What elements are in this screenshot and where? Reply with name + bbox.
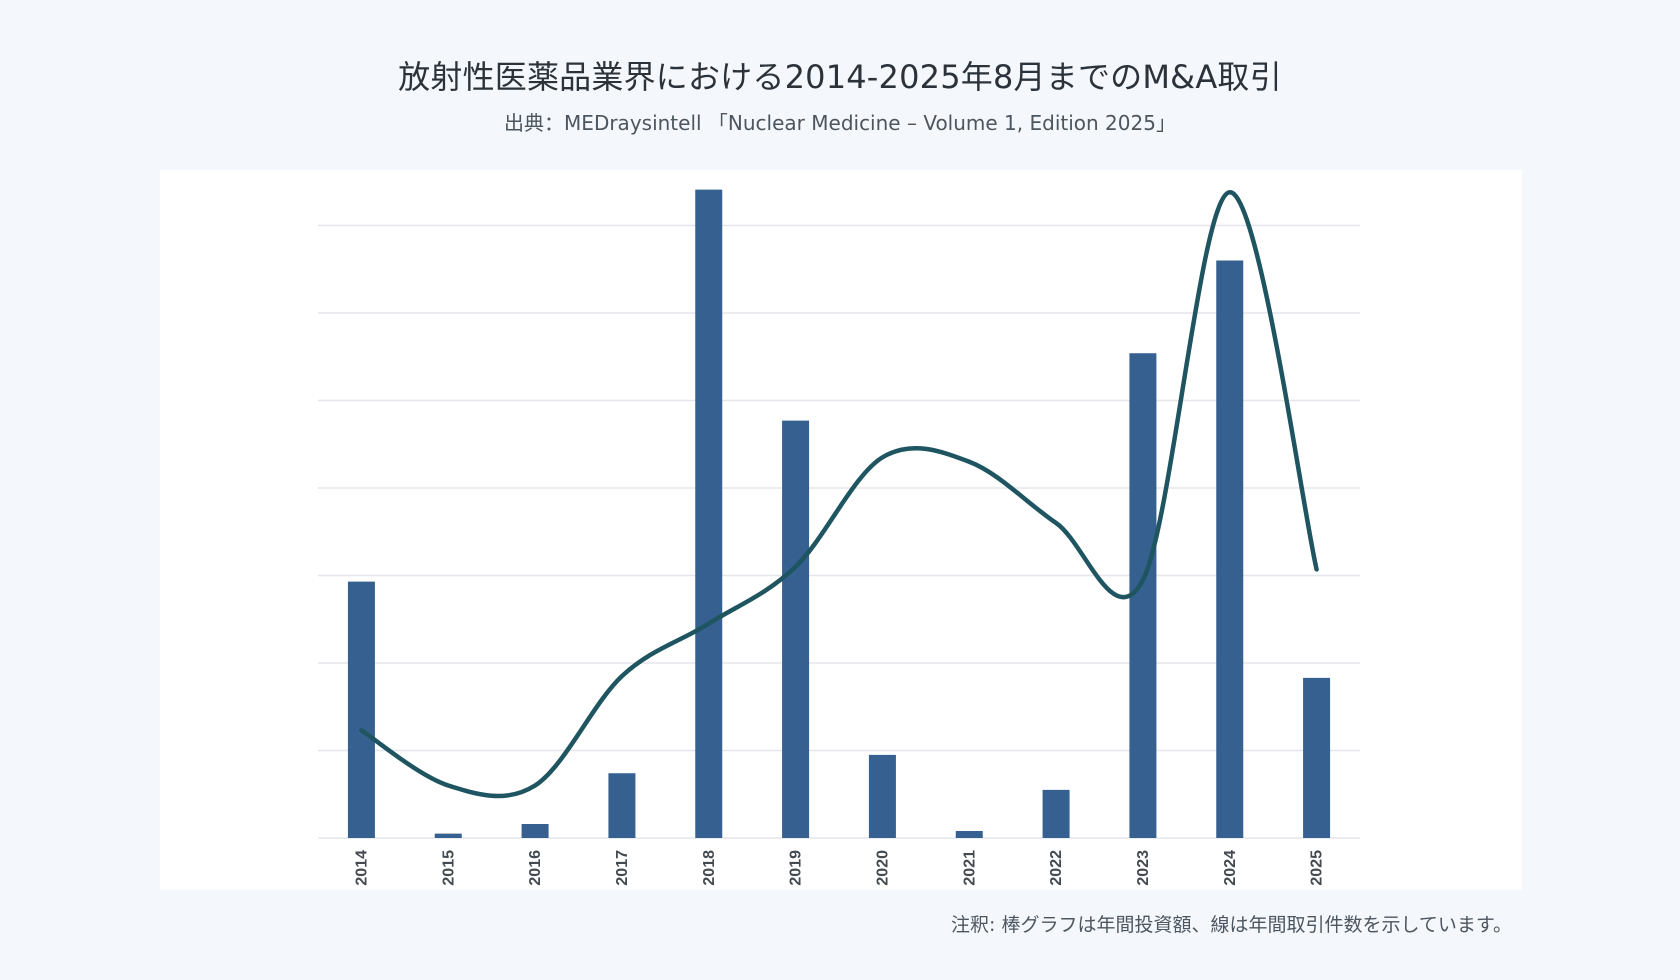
bar-2014: [347, 581, 375, 838]
x-tick-label: 2014: [353, 850, 370, 886]
x-tick-label: 2025: [1309, 850, 1326, 886]
x-tick-label: 2023: [1135, 850, 1152, 886]
line-layer: [359, 189, 1319, 799]
x-axis-tick-labels: 2014 2015 2016 2017 2018 2019 2020 2021 2022 2023…: [353, 850, 1325, 886]
chart-panel: 2014 2015 2016 2017 2018 2019 2020 2021 2022 2023…: [160, 170, 1522, 890]
x-tick-label: 2017: [614, 850, 631, 886]
deal-count-line: [359, 189, 1319, 799]
bar-2021: [955, 831, 983, 838]
grid-layer: [318, 224, 1360, 839]
bar-2015: [434, 833, 462, 838]
bar-2018: [695, 189, 723, 838]
x-tick-label: 2018: [701, 850, 718, 886]
x-tick-label: 2021: [961, 850, 978, 886]
chart-title: 放射性医薬品業界における2014-2025年8月までのM&A取引: [398, 58, 1282, 96]
chart-footnote: 注釈: 棒グラフは年間投資額、線は年間取引件数を示しています。: [951, 914, 1512, 936]
x-tick-label: 2020: [874, 850, 891, 886]
bar-2025: [1303, 677, 1331, 838]
x-tick-label: 2019: [788, 850, 805, 886]
x-tick-label: 2015: [440, 850, 457, 886]
bar-2022: [1042, 789, 1070, 838]
x-tick-label: 2022: [1048, 850, 1065, 886]
chart-subtitle: 出典：MEDraysintell 「Nuclear Medicine – Vol…: [504, 111, 1176, 135]
bar-2019: [782, 420, 810, 838]
bar-layer: [347, 189, 1331, 838]
bar-2020: [868, 754, 896, 838]
bar-2024: [1216, 260, 1244, 838]
bar-2016: [521, 824, 549, 838]
bar-2017: [608, 773, 636, 838]
x-tick-label: 2024: [1222, 850, 1239, 886]
chart-canvas: 2014 2015 2016 2017 2018 2019 2020 2021 2022 2023…: [318, 189, 1360, 886]
bar-2023: [1129, 353, 1157, 838]
x-tick-label: 2016: [527, 850, 544, 886]
